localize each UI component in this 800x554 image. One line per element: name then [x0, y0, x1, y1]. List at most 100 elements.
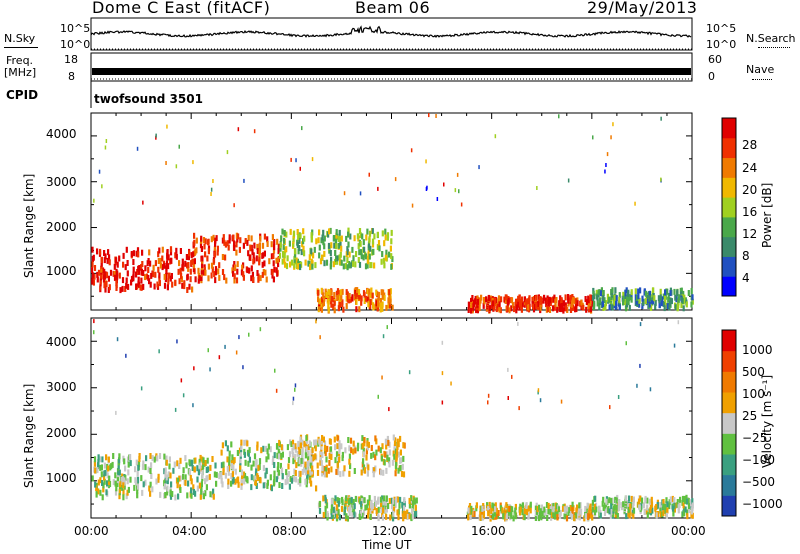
velocity-cell: [232, 471, 234, 477]
power-cell: [303, 236, 305, 242]
power-cell: [153, 265, 155, 271]
velocity-cell: [139, 453, 141, 459]
power-cell: [317, 296, 319, 302]
velocity-cell: [334, 437, 336, 443]
velocity-cell: [501, 508, 503, 514]
power-cell: [162, 247, 164, 253]
velocity-cell: [388, 461, 390, 467]
power-cell: [506, 306, 508, 312]
velocity-cell: [505, 502, 507, 508]
power-cell: [593, 303, 595, 309]
velocity-cell: [538, 505, 540, 511]
power-cell: [290, 229, 292, 235]
power-cell: [186, 275, 188, 281]
velocity-cell: [540, 398, 542, 402]
power-cell: [104, 253, 106, 259]
nsky-panel-frame: [91, 18, 692, 50]
power-cell: [199, 275, 201, 281]
velocity-cell: [123, 458, 125, 464]
power-cell: [190, 276, 192, 282]
power-cell: [161, 256, 163, 262]
power-cell: [234, 265, 236, 271]
power-cell: [351, 294, 353, 300]
velocity-cell: [222, 442, 224, 448]
velocity-cell: [322, 465, 324, 471]
velocity-cell: [143, 481, 145, 487]
velocity-cell: [377, 497, 379, 503]
velocity-cell: [310, 456, 312, 462]
velocity-cell: [644, 498, 646, 504]
velocity-cell: [213, 494, 215, 500]
velocity-cell: [228, 457, 230, 463]
velocity-cell: [209, 465, 211, 471]
velocity-cell: [334, 444, 336, 450]
power-cell: [298, 245, 300, 251]
power-cell: [515, 299, 517, 305]
velocity-cell: [476, 502, 478, 508]
velocity-colorbar-segment: [722, 351, 736, 372]
power-cell: [372, 239, 374, 245]
power-cell: [133, 250, 135, 256]
velocity-cell: [243, 478, 245, 484]
velocity-cell: [348, 459, 350, 465]
velocity-cell: [345, 513, 347, 519]
velocity-cell: [172, 468, 174, 474]
velocity-cell: [403, 497, 405, 503]
power-cell: [610, 135, 612, 139]
velocity-cell: [587, 503, 589, 509]
power-cell: [141, 250, 143, 256]
power-cell: [688, 290, 690, 296]
velocity-cell: [344, 447, 346, 453]
power-cell: [627, 290, 629, 296]
power-cell: [552, 305, 554, 311]
power-cell: [334, 300, 336, 306]
power-cell: [279, 253, 281, 259]
velocity-cell: [678, 320, 680, 324]
velocity-cell: [174, 462, 176, 468]
power-cell: [194, 249, 196, 255]
velocity-cell: [204, 460, 206, 466]
velocity-cell: [245, 460, 247, 466]
velocity-cell: [119, 481, 121, 487]
velocity-cell: [92, 475, 94, 481]
velocity-cell: [587, 513, 589, 519]
velocity-cell: [530, 507, 532, 513]
velocity-cell: [338, 457, 340, 463]
velocity-cell: [646, 505, 648, 511]
velocity-cell: [334, 457, 336, 463]
power-cell: [328, 299, 330, 305]
power-cell: [215, 266, 217, 272]
velocity-cell: [403, 505, 405, 511]
power-cell: [358, 289, 360, 295]
velocity-cell: [540, 514, 542, 520]
velocity-cell: [274, 452, 276, 458]
power-cell: [254, 129, 256, 133]
power-cell: [323, 260, 325, 266]
velocity-cell: [580, 509, 582, 515]
velocity-cell: [538, 388, 540, 392]
velocity-cell: [395, 470, 397, 476]
power-cell: [273, 267, 275, 273]
power-cell: [114, 275, 116, 281]
velocity-cell: [218, 473, 220, 479]
velocity-cell: [322, 495, 324, 501]
power-cell: [295, 158, 297, 162]
velocity-cell: [487, 510, 489, 516]
power-cell: [137, 147, 139, 151]
velocity-cell: [287, 478, 289, 484]
velocity-cell: [250, 465, 252, 471]
power-cell: [470, 308, 472, 314]
power-cell: [477, 299, 479, 305]
velocity-cell: [115, 485, 117, 491]
velocity-cell: [396, 444, 398, 450]
power-cell: [363, 290, 365, 296]
velocity-cell: [250, 484, 252, 490]
power-cell: [103, 274, 105, 280]
velocity-cell: [211, 456, 213, 462]
power-cell: [101, 257, 103, 263]
velocity-cell: [387, 440, 389, 446]
velocity-cell: [128, 462, 130, 468]
velocity-cell: [141, 490, 143, 496]
velocity-cell: [236, 351, 238, 355]
power-cell: [318, 237, 320, 243]
